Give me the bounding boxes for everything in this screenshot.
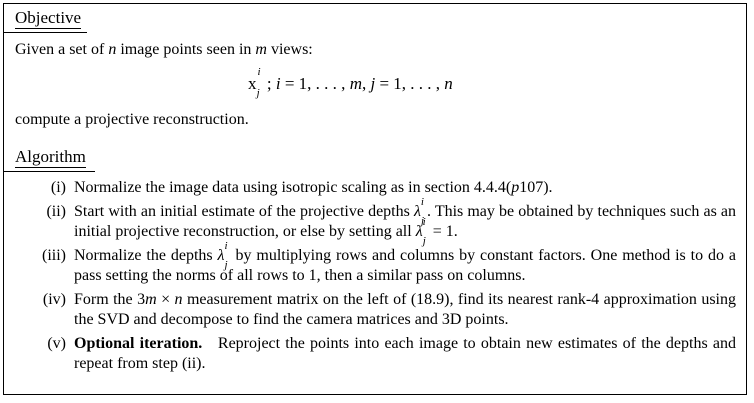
algorithm-rule xyxy=(3,171,95,172)
step-5: (v) Optional iteration. Reproject the po… xyxy=(47,335,737,372)
step-2: (ii) Start with an initial estimate of t… xyxy=(46,195,736,248)
objective-intro: Given a set of n image points seen in m … xyxy=(15,41,313,58)
algorithm-heading: Algorithm xyxy=(15,147,86,168)
objective-heading: Objective xyxy=(15,8,82,29)
step-1: (i) Normalize the image data using isotr… xyxy=(50,179,553,196)
objective-formula: xij ; i = 1, . . . , m, j = 1, . . . , n xyxy=(248,66,453,100)
objective-rule xyxy=(3,32,87,33)
objective-outro: compute a projective reconstruction. xyxy=(15,111,249,128)
step-4: (iv) Form the 3m × n measurement matrix … xyxy=(42,291,737,328)
algorithm-steps: (i) Normalize the image data using isotr… xyxy=(30,178,736,378)
algorithm-box xyxy=(3,3,747,395)
step-3: (iii) Normalize the depths λij by multip… xyxy=(42,239,737,284)
